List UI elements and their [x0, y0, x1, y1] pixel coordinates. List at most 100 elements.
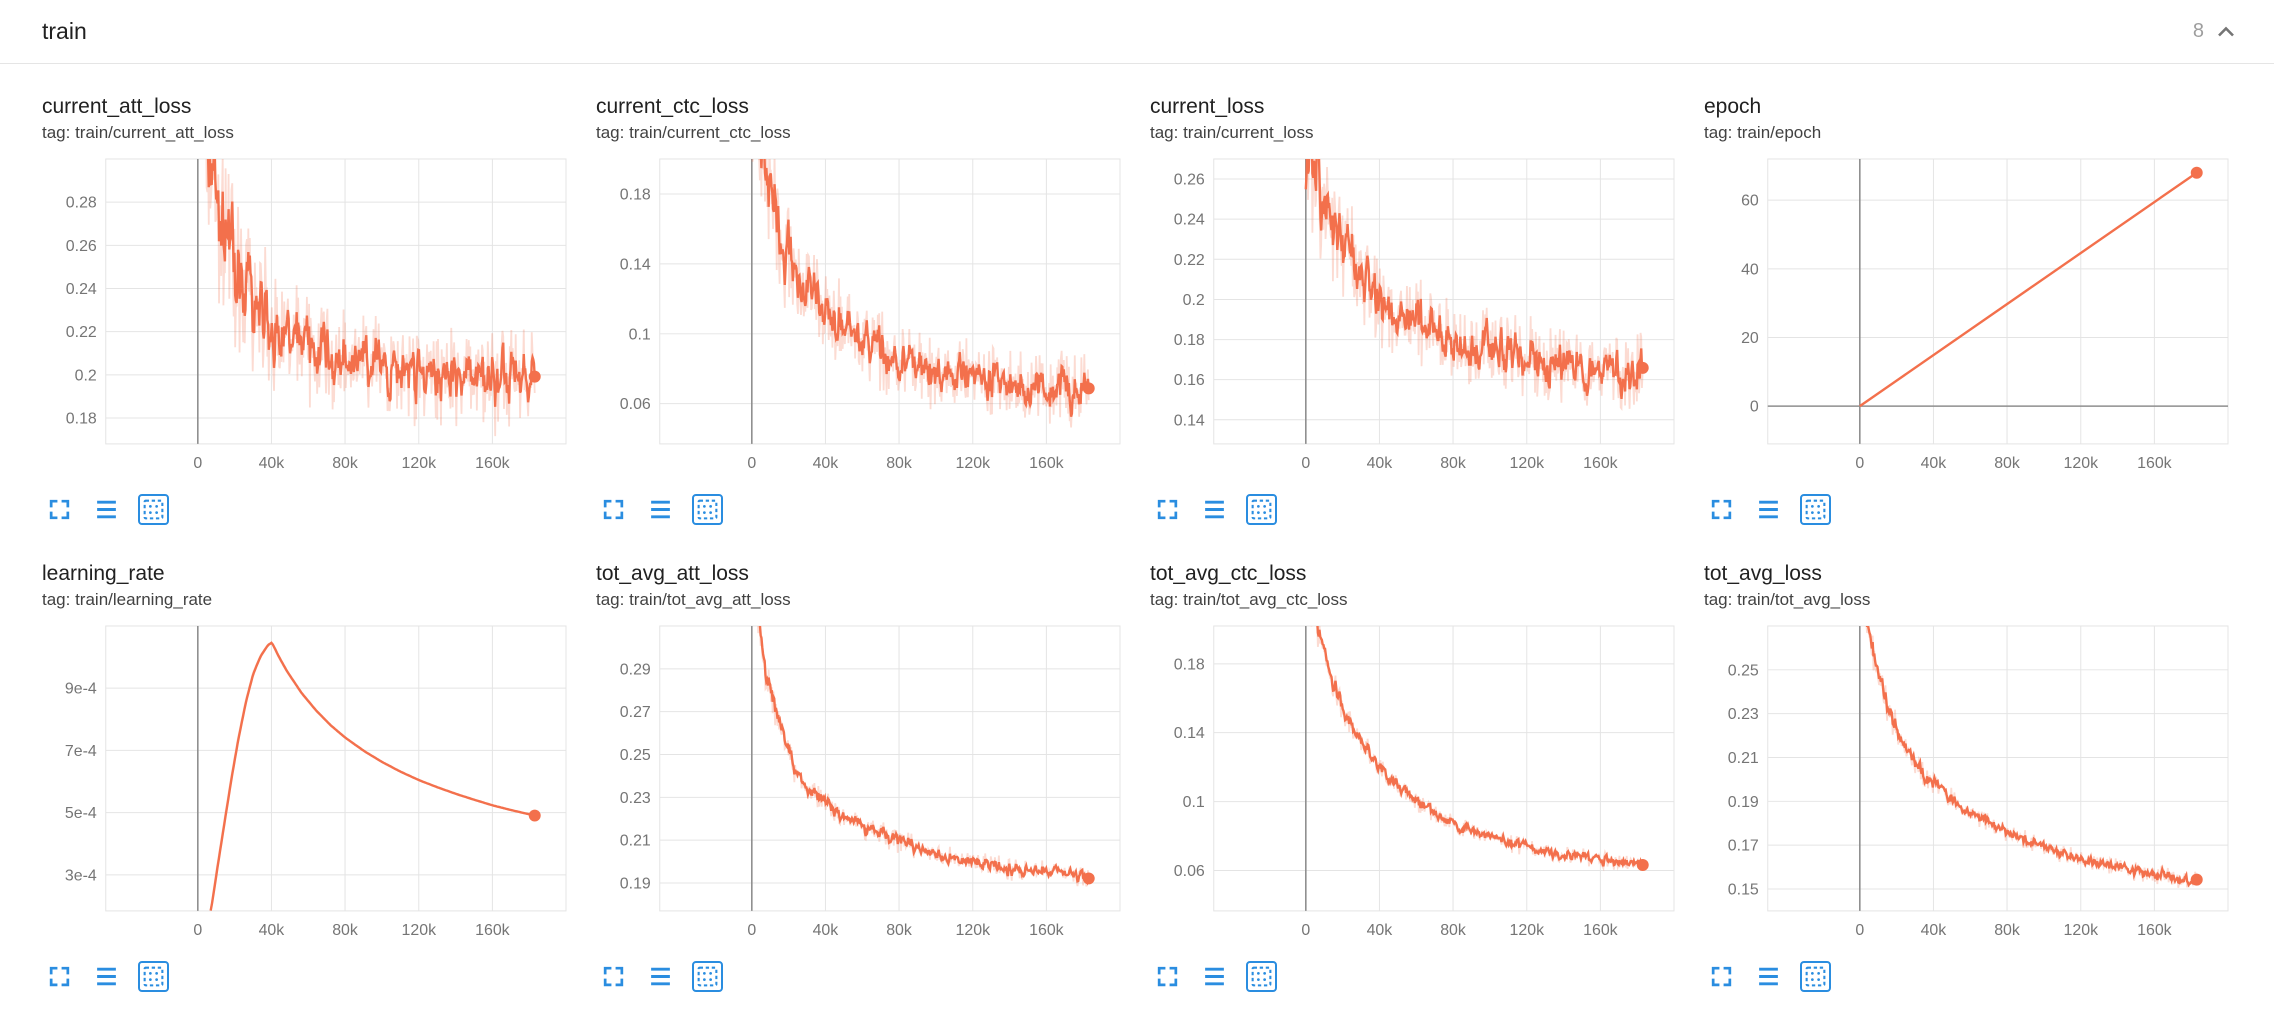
svg-text:0: 0	[1301, 922, 1310, 939]
log-scale-icon	[1202, 964, 1227, 989]
chart-card: learning_rate tag: train/learning_rate 3…	[42, 561, 570, 992]
fullscreen-icon	[1709, 497, 1734, 522]
log-scale-toggle-button[interactable]	[1753, 494, 1784, 525]
svg-text:0: 0	[747, 922, 756, 939]
chart-canvas[interactable]: 3e-4 5e-4 7e-4 9e-4 0 40k 80k 120k 160k	[42, 620, 570, 949]
chart-card: current_att_loss tag: train/current_att_…	[42, 94, 570, 525]
svg-text:40k: 40k	[1367, 455, 1393, 472]
svg-text:0: 0	[1855, 455, 1864, 472]
chart-toolbar	[598, 494, 1124, 525]
svg-text:0.19: 0.19	[1728, 794, 1759, 811]
expand-chart-button[interactable]	[44, 494, 75, 525]
chart-card: tot_avg_ctc_loss tag: train/tot_avg_ctc_…	[1150, 561, 1678, 992]
chart-canvas[interactable]: 0.15 0.17 0.19 0.21 0.23 0.25 0 40k 80k 120k 160k	[1704, 620, 2232, 949]
svg-text:40k: 40k	[259, 922, 285, 939]
chart-toolbar	[598, 961, 1124, 992]
svg-text:0.21: 0.21	[620, 833, 651, 850]
chart-title: epoch	[1704, 95, 1762, 118]
fullscreen-icon	[1155, 964, 1180, 989]
svg-text:40k: 40k	[813, 922, 839, 939]
svg-text:0: 0	[1301, 455, 1310, 472]
chart-tag: tag: train/tot_avg_att_loss	[596, 590, 791, 610]
svg-text:160k: 160k	[2137, 455, 2172, 472]
fit-domain-button[interactable]	[1800, 961, 1831, 992]
chart-card: tot_avg_att_loss tag: train/tot_avg_att_…	[596, 561, 1124, 992]
fit-domain-button[interactable]	[1246, 961, 1277, 992]
fullscreen-icon	[47, 497, 72, 522]
chevron-up-icon[interactable]	[2212, 18, 2240, 46]
log-scale-icon	[648, 497, 673, 522]
chart-toolbar	[1152, 961, 1678, 992]
chart-title: current_loss	[1150, 95, 1265, 118]
svg-text:0.29: 0.29	[620, 662, 651, 679]
fit-domain-button[interactable]	[138, 494, 169, 525]
svg-text:160k: 160k	[475, 455, 510, 472]
fit-domain-icon	[1803, 964, 1828, 989]
chart-canvas[interactable]: 0.06 0.1 0.14 0.18 0 40k 80k 120k 160k	[1150, 620, 1678, 949]
chart-toolbar	[44, 961, 570, 992]
svg-text:120k: 120k	[956, 922, 991, 939]
svg-text:0.26: 0.26	[1174, 172, 1205, 189]
svg-text:0.15: 0.15	[1728, 882, 1759, 899]
expand-chart-button[interactable]	[44, 961, 75, 992]
svg-text:40k: 40k	[813, 455, 839, 472]
fit-domain-button[interactable]	[1246, 494, 1277, 525]
expand-chart-button[interactable]	[1152, 961, 1183, 992]
fit-domain-button[interactable]	[692, 961, 723, 992]
expand-chart-button[interactable]	[1706, 494, 1737, 525]
svg-text:160k: 160k	[2137, 922, 2172, 939]
svg-text:160k: 160k	[1029, 455, 1064, 472]
svg-text:0.2: 0.2	[75, 368, 97, 385]
chart-canvas[interactable]: 0.06 0.1 0.14 0.18 0 40k 80k 120k 160k	[596, 153, 1124, 482]
fit-domain-button[interactable]	[1800, 494, 1831, 525]
svg-text:40k: 40k	[1921, 922, 1947, 939]
chart-tag: tag: train/tot_avg_ctc_loss	[1150, 590, 1348, 610]
svg-text:120k: 120k	[2064, 455, 2099, 472]
log-scale-toggle-button[interactable]	[91, 494, 122, 525]
log-scale-toggle-button[interactable]	[1753, 961, 1784, 992]
svg-text:0: 0	[1750, 399, 1759, 416]
expand-chart-button[interactable]	[598, 961, 629, 992]
log-scale-toggle-button[interactable]	[1199, 494, 1230, 525]
chart-canvas[interactable]: 0.14 0.16 0.18 0.2 0.22 0.24 0.26 0 40k 80k 120k 16…	[1150, 153, 1678, 482]
chart-toolbar	[44, 494, 570, 525]
svg-text:160k: 160k	[1583, 455, 1618, 472]
svg-text:160k: 160k	[1029, 922, 1064, 939]
log-scale-toggle-button[interactable]	[1199, 961, 1230, 992]
run-group-header[interactable]: train 8	[0, 0, 2274, 64]
fit-domain-icon	[1249, 497, 1274, 522]
chart-canvas[interactable]: 0 20 40 60 0 40k 80k 120k 160k	[1704, 153, 2232, 482]
svg-text:80k: 80k	[332, 455, 358, 472]
svg-text:0.25: 0.25	[620, 747, 651, 764]
svg-text:5e-4: 5e-4	[65, 805, 97, 822]
svg-text:0.1: 0.1	[629, 327, 651, 344]
chart-card: current_ctc_loss tag: train/current_ctc_…	[596, 94, 1124, 525]
svg-text:120k: 120k	[402, 922, 437, 939]
svg-text:20: 20	[1741, 330, 1759, 347]
fit-domain-icon	[141, 497, 166, 522]
svg-text:40k: 40k	[1367, 922, 1393, 939]
fit-domain-button[interactable]	[692, 494, 723, 525]
expand-chart-button[interactable]	[598, 494, 629, 525]
log-scale-toggle-button[interactable]	[645, 961, 676, 992]
svg-text:0.17: 0.17	[1728, 838, 1759, 855]
chart-count-badge: 8	[2192, 20, 2204, 42]
log-scale-toggle-button[interactable]	[645, 494, 676, 525]
svg-text:80k: 80k	[1440, 922, 1466, 939]
chart-toolbar	[1706, 494, 2232, 525]
log-scale-toggle-button[interactable]	[91, 961, 122, 992]
expand-chart-button[interactable]	[1152, 494, 1183, 525]
svg-text:0.22: 0.22	[66, 324, 97, 341]
svg-text:120k: 120k	[2064, 922, 2099, 939]
chart-tag: tag: train/tot_avg_loss	[1704, 590, 1871, 610]
fit-domain-button[interactable]	[138, 961, 169, 992]
chart-canvas[interactable]: 0.18 0.2 0.22 0.24 0.26 0.28 0 40k 80k 120k 160k	[42, 153, 570, 482]
svg-text:0.14: 0.14	[1174, 725, 1205, 742]
expand-chart-button[interactable]	[1706, 961, 1737, 992]
chart-tag: tag: train/current_att_loss	[42, 123, 234, 143]
svg-text:0.1: 0.1	[1183, 794, 1205, 811]
svg-text:80k: 80k	[332, 922, 358, 939]
svg-text:0.18: 0.18	[1174, 332, 1205, 349]
svg-text:0.23: 0.23	[620, 790, 651, 807]
chart-canvas[interactable]: 0.19 0.21 0.23 0.25 0.27 0.29 0 40k 80k 120k 160k	[596, 620, 1124, 949]
